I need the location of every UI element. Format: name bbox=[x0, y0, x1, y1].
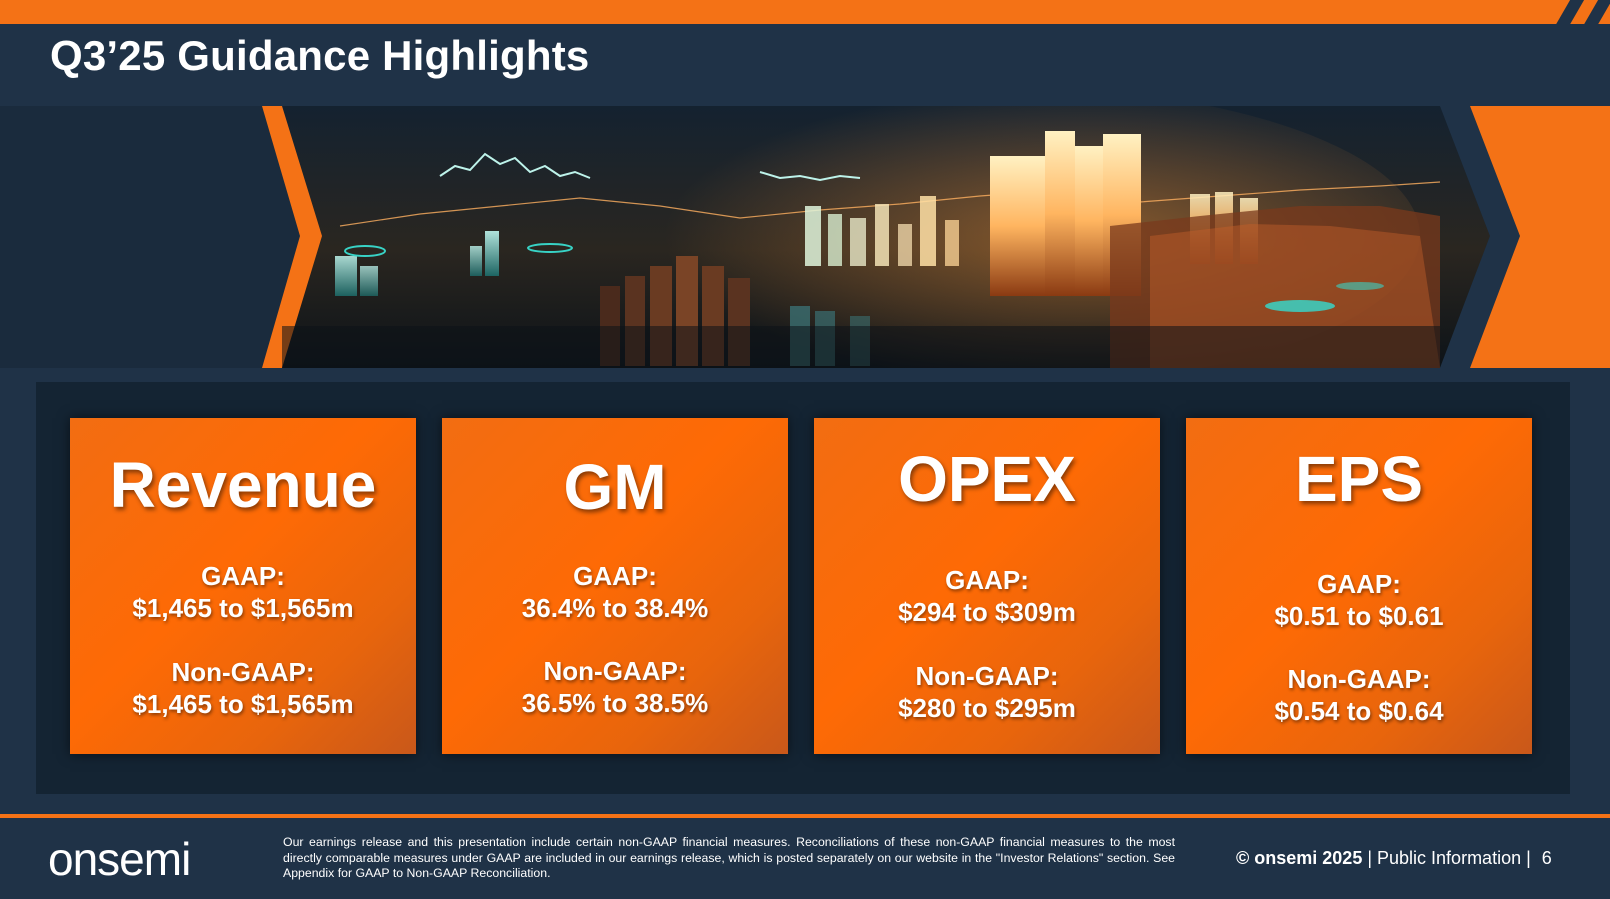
non-gaap-label: Non-GAAP: bbox=[915, 661, 1059, 691]
revenue-card: Revenue GAAP: $1,465 to $1,565m Non-GAAP… bbox=[70, 418, 416, 754]
gaap-value: $1,465 to $1,565m bbox=[132, 593, 354, 623]
footer bbox=[0, 818, 1610, 899]
gaap-value: $0.51 to $0.61 bbox=[1274, 601, 1444, 631]
hero-banner bbox=[0, 106, 1610, 368]
non-gaap-value: $1,465 to $1,565m bbox=[132, 689, 354, 719]
non-gaap-label: Non-GAAP: bbox=[543, 656, 687, 686]
non-gaap-value: $0.54 to $0.64 bbox=[1274, 696, 1444, 726]
opex-card: OPEX GAAP: $294 to $309m Non-GAAP: $280 … bbox=[814, 418, 1160, 754]
gaap-value: 36.4% to 38.4% bbox=[521, 593, 709, 623]
financial-city-chart-illustration bbox=[262, 106, 1610, 368]
footer-accent-line bbox=[0, 814, 1610, 818]
non-gaap-value: $280 to $295m bbox=[898, 693, 1076, 723]
non-gaap-value: 36.5% to 38.5% bbox=[521, 688, 709, 718]
top-accent-bar bbox=[0, 0, 1610, 24]
card-title: GM bbox=[563, 451, 667, 523]
gm-card: GM GAAP: 36.4% to 38.4% Non-GAAP: 36.5% … bbox=[442, 418, 788, 754]
classification-text: | Public Information | bbox=[1367, 848, 1531, 868]
gaap-label: GAAP: bbox=[1317, 569, 1401, 599]
card-title: OPEX bbox=[898, 443, 1076, 515]
page-title: Q3’25 Guidance Highlights bbox=[50, 32, 590, 79]
gaap-label: GAAP: bbox=[945, 565, 1029, 595]
non-gaap-label: Non-GAAP: bbox=[171, 657, 315, 687]
card-title: Revenue bbox=[109, 449, 377, 521]
non-gaap-label: Non-GAAP: bbox=[1287, 664, 1431, 694]
title-band bbox=[0, 24, 1610, 106]
logo-text: onsemi bbox=[48, 833, 191, 885]
top-bar-stripes bbox=[1550, 0, 1610, 24]
card-title: EPS bbox=[1294, 443, 1424, 515]
gaap-value: $294 to $309m bbox=[898, 597, 1076, 627]
footer-info: © onsemi 2025 | Public Information | 6 bbox=[1236, 848, 1552, 869]
onsemi-logo: onsemi bbox=[48, 832, 191, 886]
copyright-text: © onsemi 2025 bbox=[1236, 848, 1363, 868]
gaap-label: GAAP: bbox=[573, 561, 657, 591]
eps-card: EPS GAAP: $0.51 to $0.61 Non-GAAP: $0.54… bbox=[1186, 418, 1532, 754]
gaap-label: GAAP: bbox=[201, 561, 285, 591]
page-number: 6 bbox=[1541, 848, 1552, 868]
non-gaap-disclaimer: Our earnings release and this presentati… bbox=[283, 835, 1175, 880]
